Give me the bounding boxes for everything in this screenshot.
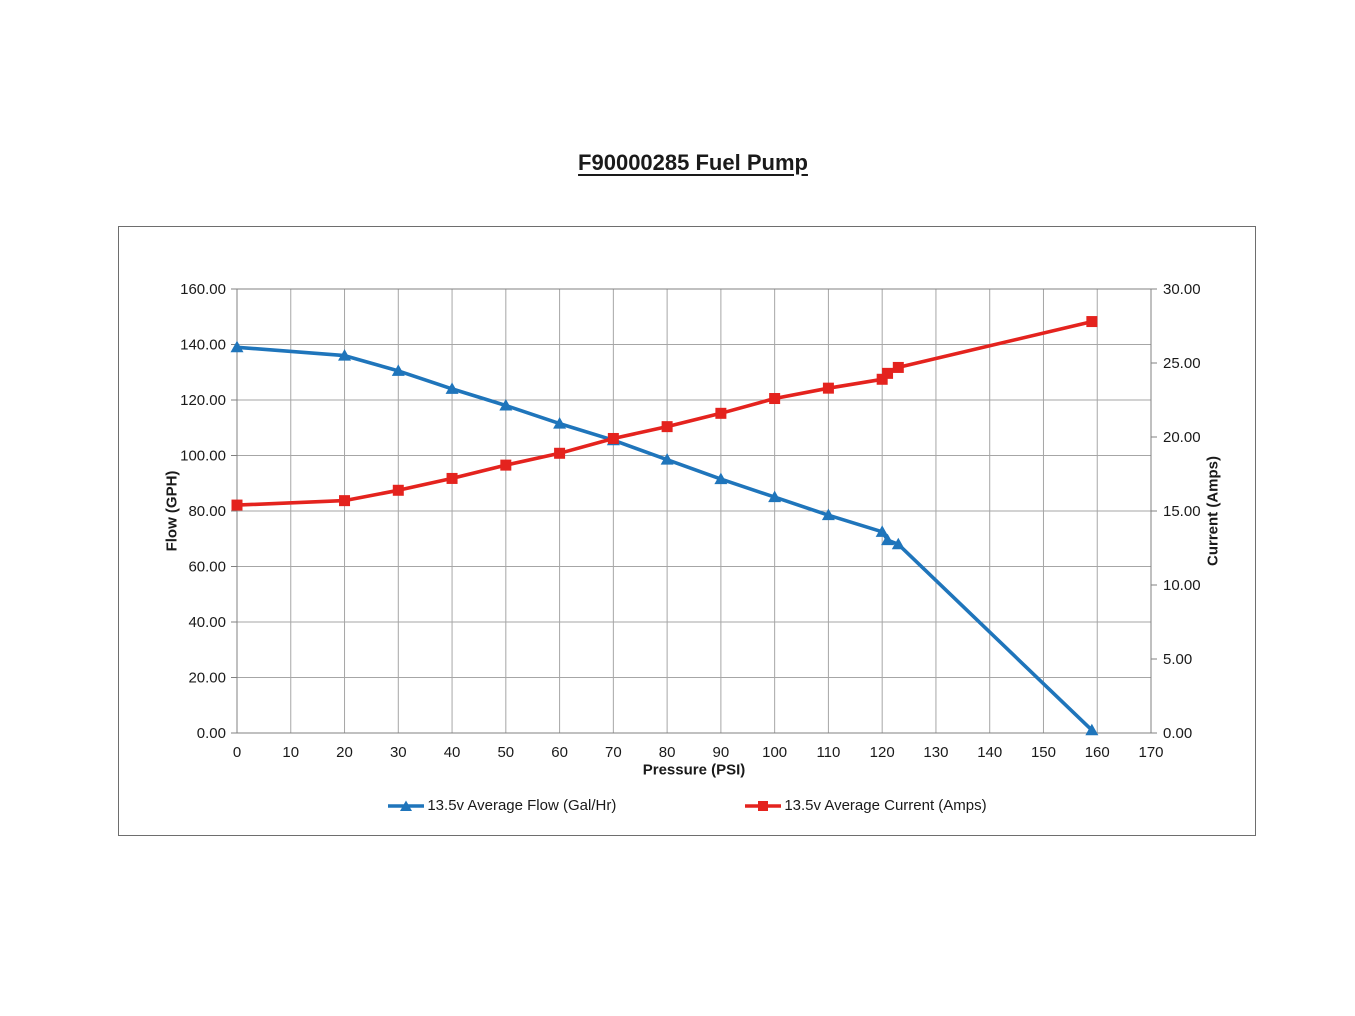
svg-text:80.00: 80.00 [188,503,226,520]
legend-item-flow: 13.5v Average Flow (Gal/Hr) [387,797,616,814]
svg-text:0: 0 [233,744,241,761]
svg-text:25.00: 25.00 [1163,355,1201,372]
legend-label-current: 13.5v Average Current (Amps) [784,797,987,814]
legend: 13.5v Average Flow (Gal/Hr) 13.5v Averag… [119,797,1255,814]
svg-text:170: 170 [1138,744,1163,761]
svg-text:20.00: 20.00 [1163,429,1201,446]
svg-text:50: 50 [497,744,514,761]
y-axis-title-right: Current (Amps) [1204,455,1222,567]
y-axis-title-left: Flow (GPH) [163,470,181,552]
svg-text:60.00: 60.00 [188,559,226,576]
svg-text:100.00: 100.00 [180,448,226,465]
svg-text:0.00: 0.00 [1163,725,1192,742]
svg-text:15.00: 15.00 [1163,503,1201,520]
svg-text:40: 40 [444,744,461,761]
svg-text:30: 30 [390,744,407,761]
legend-label-flow: 13.5v Average Flow (Gal/Hr) [427,797,617,814]
svg-text:80: 80 [659,744,676,761]
svg-text:160: 160 [1085,744,1110,761]
svg-text:30.00: 30.00 [1163,281,1201,298]
chart-title: F90000285 Fuel Pump [578,150,808,175]
svg-text:140.00: 140.00 [180,337,226,354]
svg-text:0.00: 0.00 [197,725,226,742]
svg-text:20: 20 [336,744,353,761]
svg-text:10.00: 10.00 [1163,577,1201,594]
svg-text:140: 140 [977,744,1002,761]
x-axis-title: Pressure (PSI) [642,761,746,779]
flow-series-legend-marker-icon [388,800,425,811]
svg-text:160.00: 160.00 [180,281,226,298]
chart-frame: 0 10 20 30 40 50 60 70 80 90 100 110 120 130 140 150 160… [118,226,1256,836]
svg-text:5.00: 5.00 [1163,651,1192,668]
current-series-legend-marker-icon [745,800,782,811]
svg-text:110: 110 [816,744,840,761]
plot-area: 0 10 20 30 40 50 60 70 80 90 100 110 120 130 140 150 160… [180,281,1201,761]
svg-text:100: 100 [762,744,787,761]
svg-text:150: 150 [1031,744,1056,761]
svg-text:70: 70 [605,744,622,761]
svg-text:120.00: 120.00 [180,392,226,409]
svg-text:40.00: 40.00 [188,614,226,631]
svg-text:120: 120 [870,744,895,761]
svg-text:90: 90 [713,744,730,761]
svg-text:10: 10 [282,744,299,761]
svg-text:20.00: 20.00 [188,670,226,687]
svg-text:130: 130 [923,744,948,761]
svg-text:60: 60 [551,744,568,761]
legend-item-current: 13.5v Average Current (Amps) [744,797,987,814]
